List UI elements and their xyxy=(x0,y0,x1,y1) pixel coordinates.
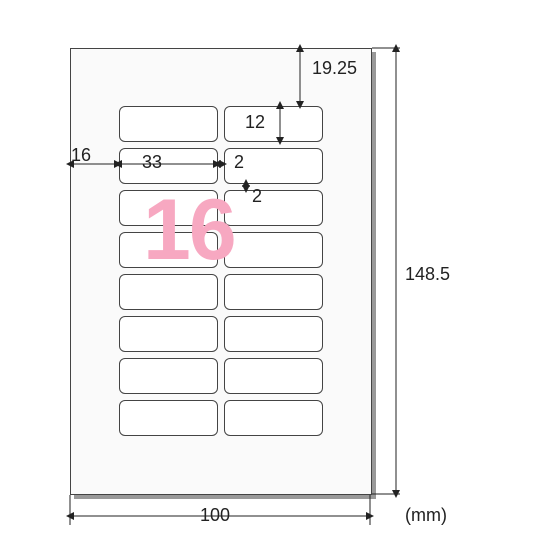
label-cell xyxy=(119,190,218,226)
label-cell xyxy=(224,190,323,226)
label-cell xyxy=(119,400,218,436)
label-row xyxy=(119,106,323,142)
dim-col-gap: 2 xyxy=(234,152,244,173)
label-cell xyxy=(224,358,323,394)
dim-page-width: 100 xyxy=(200,505,230,526)
label-row xyxy=(119,400,323,436)
label-cell xyxy=(119,316,218,352)
dim-label-height: 12 xyxy=(245,112,265,133)
dim-page-height: 148.5 xyxy=(405,264,450,285)
label-row xyxy=(119,190,323,226)
dim-row-gap: 2 xyxy=(252,186,262,207)
dim-left-margin: 16 xyxy=(71,145,91,166)
label-cell xyxy=(119,358,218,394)
dim-label-width: 33 xyxy=(142,152,162,173)
label-cell xyxy=(224,400,323,436)
label-cell xyxy=(224,274,323,310)
label-cell xyxy=(119,148,218,184)
dim-top-margin: 19.25 xyxy=(312,58,357,79)
label-row xyxy=(119,274,323,310)
label-cell xyxy=(119,274,218,310)
unit-label: (mm) xyxy=(405,505,447,526)
label-cell xyxy=(224,232,323,268)
label-cell xyxy=(224,316,323,352)
label-sheet: 16 xyxy=(70,48,372,495)
label-row xyxy=(119,232,323,268)
label-cell xyxy=(119,106,218,142)
label-cell xyxy=(119,232,218,268)
label-row xyxy=(119,316,323,352)
label-row xyxy=(119,358,323,394)
label-cell xyxy=(224,106,323,142)
